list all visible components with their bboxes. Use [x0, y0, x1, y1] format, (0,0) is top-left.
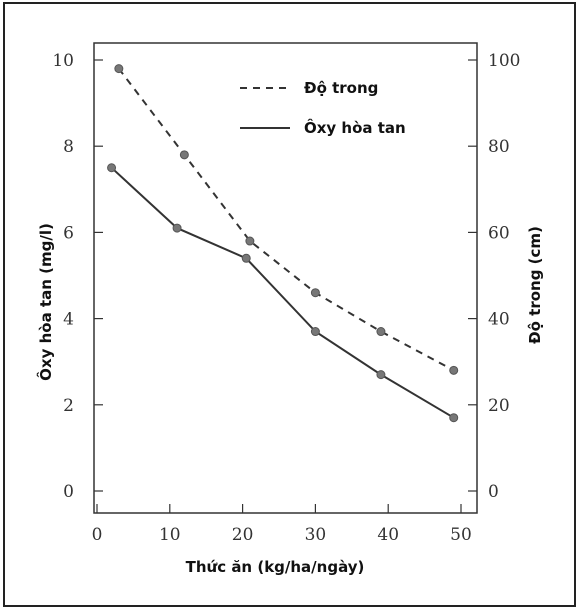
- data-point: [107, 163, 117, 173]
- y-right-tick-label: 40: [488, 310, 510, 330]
- y-left-tick-label: 8: [63, 137, 74, 157]
- x-tick-label: 30: [305, 525, 327, 545]
- y-right-tick-label: 100: [488, 51, 520, 71]
- y-right-tick-label: 20: [488, 396, 510, 416]
- data-point: [241, 253, 251, 263]
- y-left-tick-label: 4: [63, 310, 74, 330]
- data-point: [114, 64, 124, 74]
- y-right-tick-label: 80: [488, 137, 510, 157]
- y-axis-left-label: Ôxy hòa tan (mg/l): [36, 223, 55, 381]
- y-left-tick-label: 0: [63, 482, 74, 502]
- data-point: [376, 327, 386, 337]
- data-point: [172, 223, 182, 233]
- x-tick-label: 10: [159, 525, 181, 545]
- y-right-tick-label: 0: [488, 482, 499, 502]
- y-left-tick-label: 10: [52, 51, 74, 71]
- y-left-tick-label: 2: [63, 396, 74, 416]
- data-point: [310, 288, 320, 298]
- x-axis-label: Thức ăn (kg/ha/ngày): [186, 558, 365, 576]
- x-tick-label: 50: [450, 525, 472, 545]
- data-point: [376, 370, 386, 380]
- legend-label: Ôxy hòa tan: [304, 118, 406, 137]
- outer-frame: [3, 2, 576, 607]
- data-point: [449, 365, 459, 375]
- data-point: [179, 150, 189, 160]
- plot-area: [93, 42, 478, 514]
- x-tick-label: 0: [92, 525, 103, 545]
- x-tick-label: 20: [232, 525, 254, 545]
- data-point: [310, 327, 320, 337]
- y-axis-right-label: Độ trong (cm): [526, 226, 544, 344]
- legend-label: Độ trong: [304, 79, 378, 97]
- data-point: [449, 413, 459, 423]
- y-left-tick-label: 6: [63, 223, 74, 243]
- x-tick-label: 40: [377, 525, 399, 545]
- y-right-tick-label: 60: [488, 223, 510, 243]
- series-line-1: [110, 167, 455, 419]
- data-point: [245, 236, 255, 246]
